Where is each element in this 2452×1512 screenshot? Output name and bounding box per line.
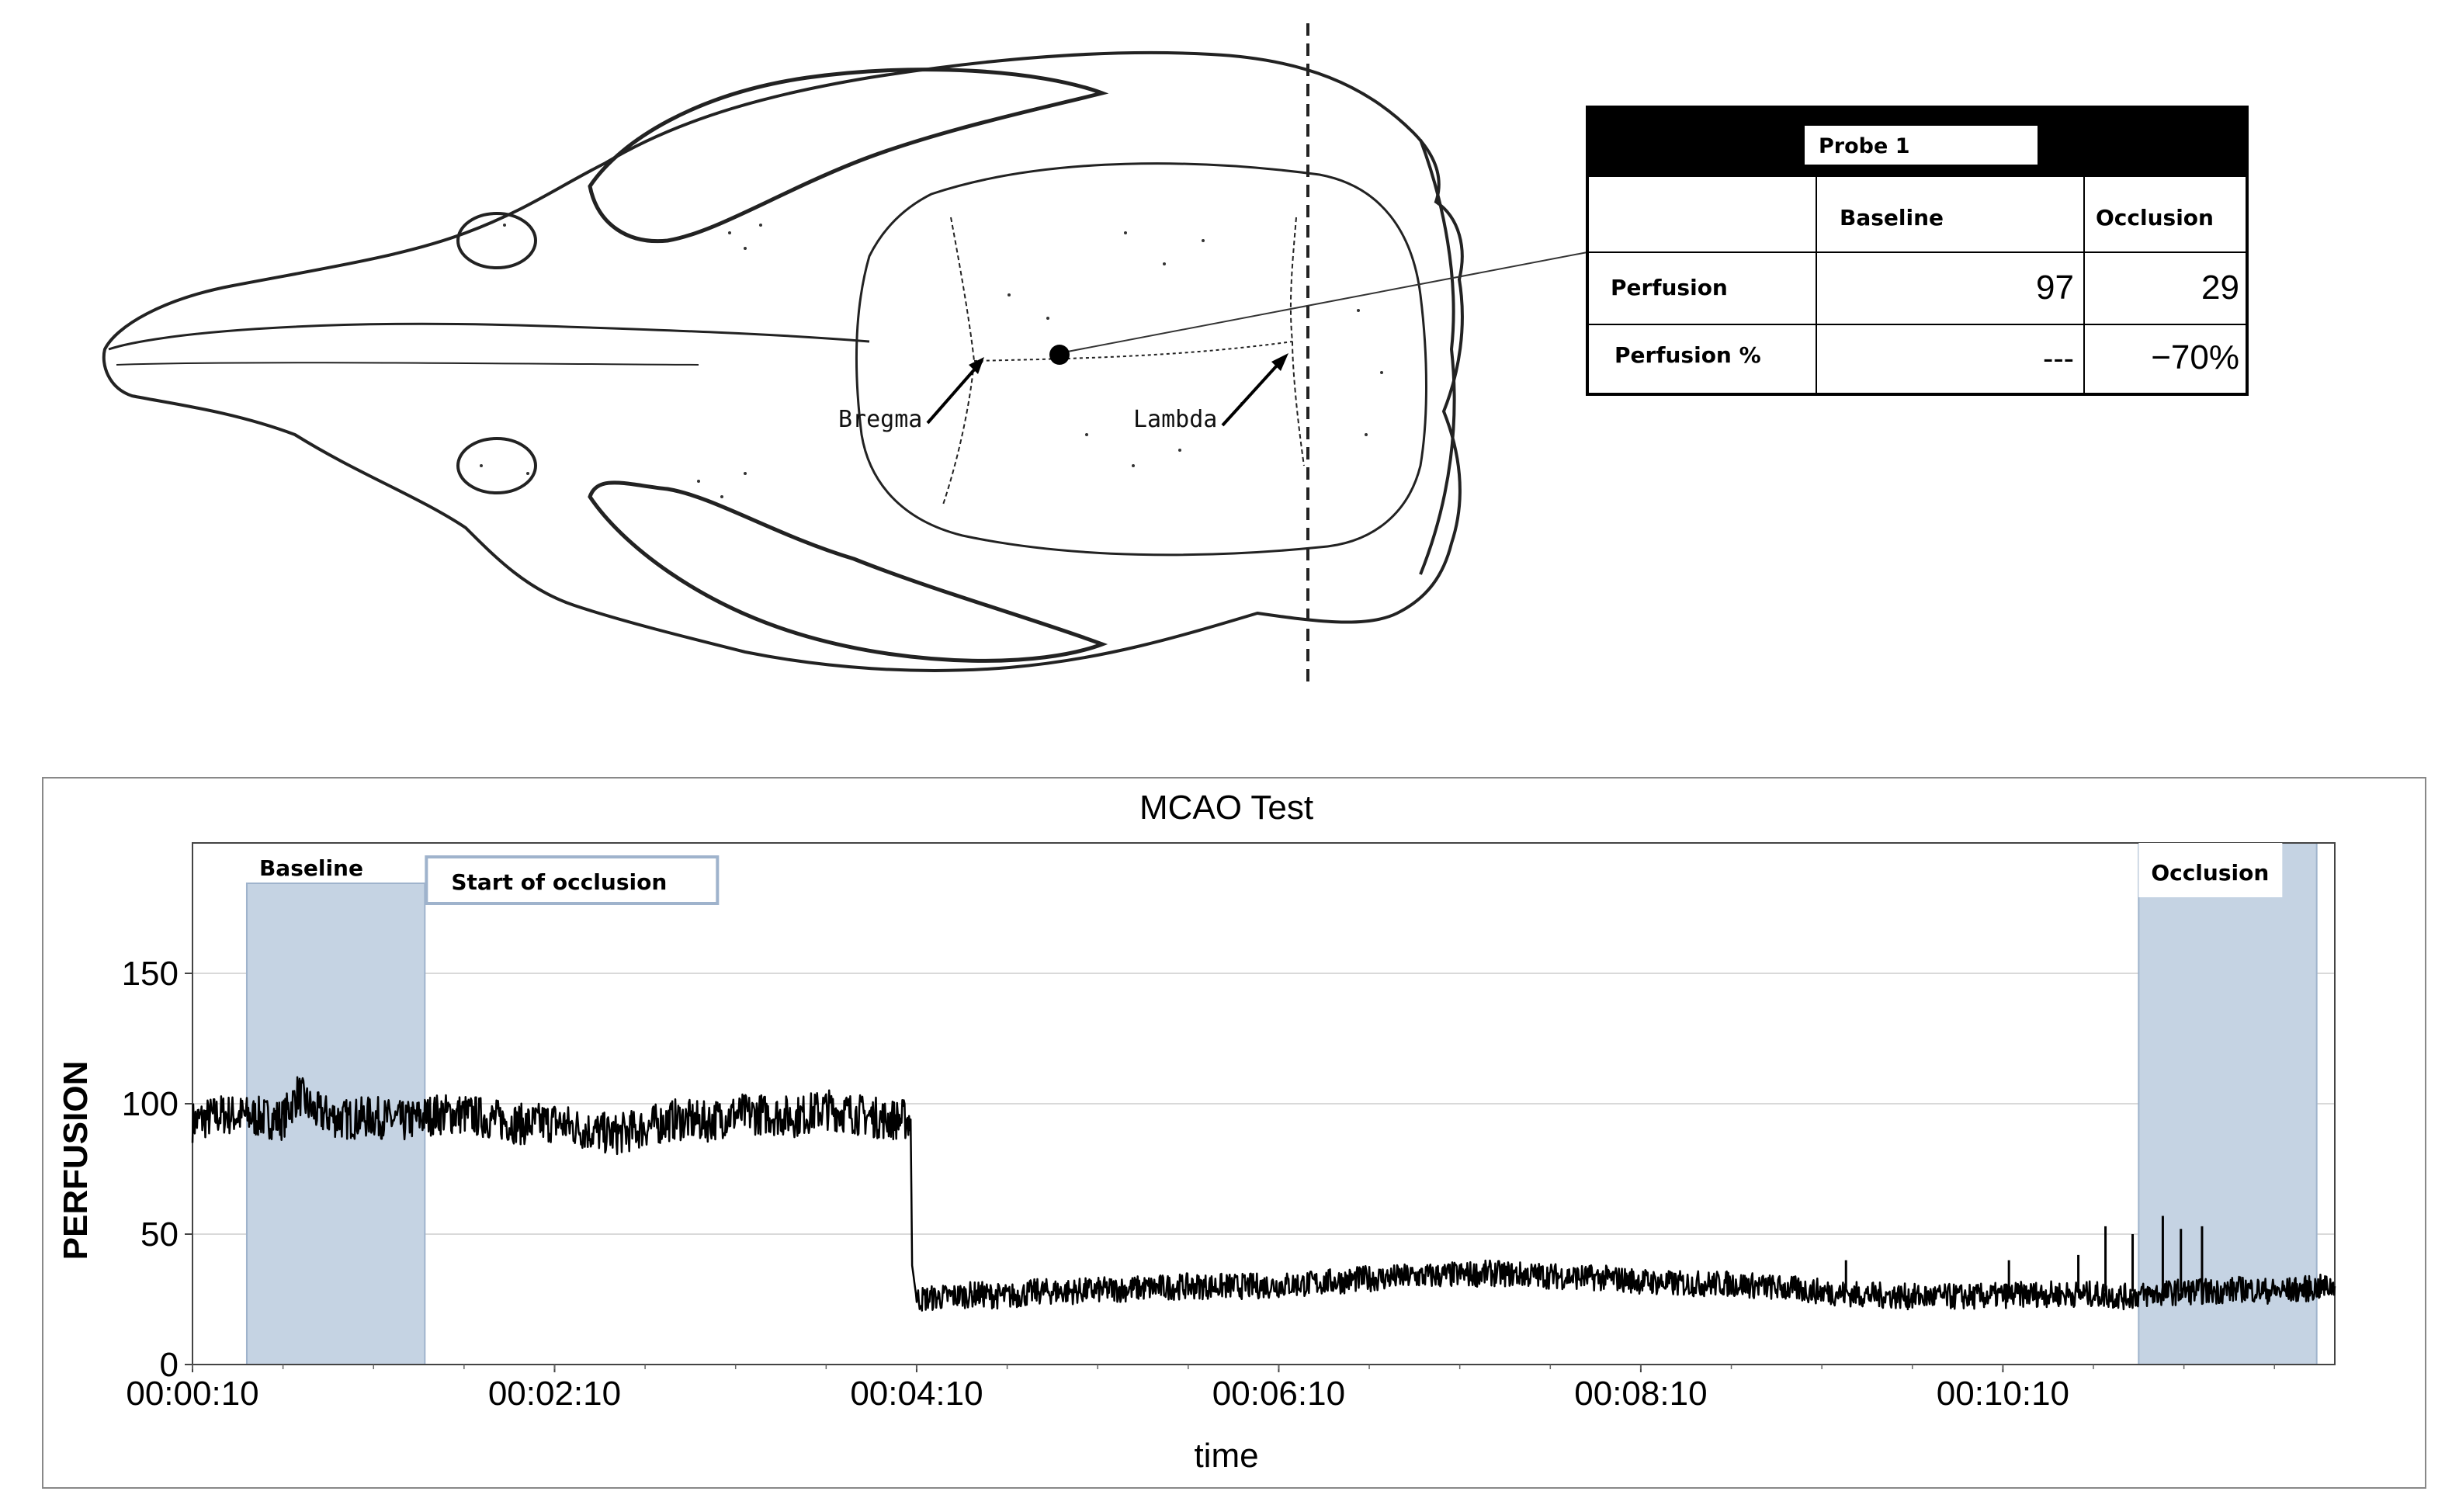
table-cell-perfusion-baseline: 97 xyxy=(2036,269,2074,307)
chart-grid xyxy=(192,973,2335,1235)
x-tick-label: 00:08:10 xyxy=(1574,1375,1707,1413)
y-tick-label: 0 xyxy=(160,1346,179,1384)
occipital-ridge xyxy=(1419,139,1456,575)
bregma-marker: Bregma xyxy=(838,357,984,433)
y-tick-label: 150 xyxy=(122,955,179,993)
chart-region-labels: Baseline Occlusion Start of occlusion xyxy=(259,843,2283,905)
table-col-header-occlusion: Occlusion xyxy=(2096,205,2214,231)
probe-title-box xyxy=(1805,126,2038,165)
x-axis-ticks: 00:00:10 00:02:10 00:04:10 00:06:10 00:08:10… xyxy=(126,1365,2276,1413)
bregma-label: Bregma xyxy=(838,406,922,433)
annotation-start-of-occlusion: Start of occlusion xyxy=(451,869,667,895)
table-cell-pct-occlusion: −70% xyxy=(2151,338,2239,376)
x-axis-label: time xyxy=(1194,1437,1258,1475)
shaded-region-occlusion xyxy=(2138,842,2318,1365)
lambda-arrow xyxy=(1221,355,1286,427)
lambda-marker: Lambda xyxy=(1133,353,1288,433)
coronal-suture xyxy=(942,217,976,505)
x-tick-label: 00:04:10 xyxy=(850,1375,983,1413)
sagittal-suture xyxy=(973,341,1293,362)
cranium-outline xyxy=(855,162,1427,557)
probe-title: Probe 1 xyxy=(1819,134,1909,158)
snout-midline xyxy=(116,362,699,366)
chart-title: MCAO Test xyxy=(1139,789,1313,827)
y-axis-label: PERFUSION xyxy=(57,1061,95,1261)
perfusion-chart: MCAO Test Baseline Occlusion Start of occl… xyxy=(42,777,2426,1489)
upper-orbit xyxy=(456,212,537,269)
annotation-box xyxy=(425,855,720,905)
probe-location-dot xyxy=(1049,345,1070,365)
region-label-occlusion: Occlusion xyxy=(2151,860,2269,886)
skull-stipple xyxy=(480,224,1383,498)
table-cell-pct-baseline: --- xyxy=(2043,342,2074,376)
table-col-header-baseline: Baseline xyxy=(1840,205,1944,231)
y-tick-label: 100 xyxy=(122,1085,179,1123)
table-row-label-perfusion-pct: Perfusion % xyxy=(1614,342,1761,368)
lambda-arrowhead xyxy=(1271,353,1288,371)
probe-leader-line xyxy=(1059,251,1588,354)
table-cell-perfusion-occlusion: 29 xyxy=(2201,269,2239,307)
lambda-label: Lambda xyxy=(1133,406,1217,433)
lower-zygomatic-arch xyxy=(588,480,1108,663)
region-label-box-occlusion xyxy=(2138,843,2283,897)
upper-zygomatic-arch xyxy=(588,68,1109,244)
bregma-arrowhead xyxy=(969,357,984,374)
chart-series xyxy=(191,1076,2336,1312)
lambdoid-suture xyxy=(1289,217,1305,466)
lower-orbit xyxy=(456,437,537,494)
perfusion-series-line xyxy=(191,1076,2336,1312)
probe-table: Probe 1 Baseline Occlusion Perfusion 97 … xyxy=(1586,106,2249,396)
region-label-baseline: Baseline xyxy=(259,855,363,881)
x-tick-label: 00:00:10 xyxy=(126,1375,258,1413)
skull-illustration xyxy=(102,50,1464,672)
table-row-label-perfusion: Perfusion xyxy=(1611,275,1728,300)
skull-outline xyxy=(102,50,1464,672)
x-tick-label: 00:02:10 xyxy=(488,1375,621,1413)
snout-outline xyxy=(108,322,870,351)
y-tick-label: 50 xyxy=(140,1215,179,1254)
x-tick-label: 00:10:10 xyxy=(1937,1375,2069,1413)
y-axis-ticks: 0 50 100 150 xyxy=(122,955,192,1384)
bregma-arrow xyxy=(926,359,983,425)
x-tick-label: 00:06:10 xyxy=(1212,1375,1345,1413)
